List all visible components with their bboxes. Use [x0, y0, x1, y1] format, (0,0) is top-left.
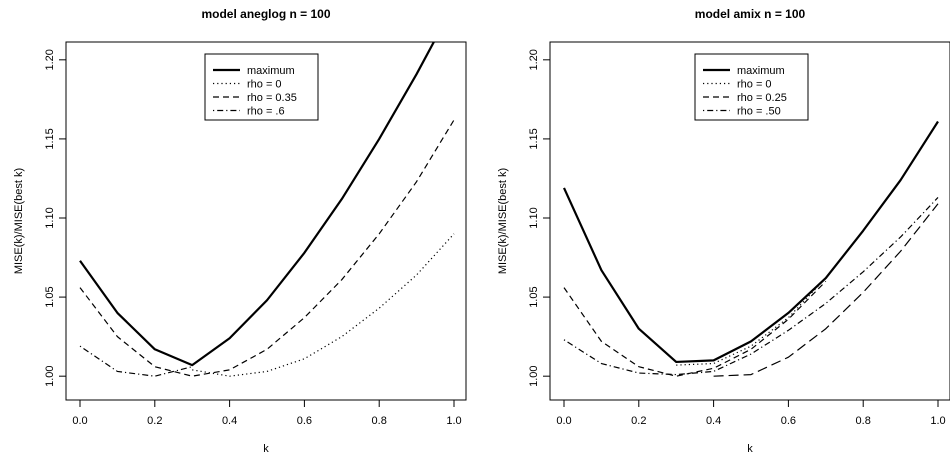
series-line-rho-50	[563, 197, 939, 376]
legend-box	[694, 53, 809, 121]
chart-title: model aneglog n = 100	[201, 7, 330, 21]
chart-panel-2: model amix n = 100 0.0 0.2 0.4 0.6 0.8 1.0 1.00…	[497, 7, 950, 455]
series-line-rho-0-35	[79, 119, 455, 377]
x-tick-label: 0.4	[222, 415, 237, 427]
legend-box	[204, 53, 319, 121]
legend-label: rho = 0	[247, 79, 282, 91]
plot-frame	[549, 41, 950, 401]
y-tick-label: 1.20	[44, 49, 56, 70]
legend-label: rho = 0.35	[247, 92, 297, 104]
y-axis-label: MISE(k)/MISE(best k)	[13, 168, 25, 274]
x-tick-label: 1.0	[930, 415, 945, 427]
x-tick-label: 0.0	[556, 415, 571, 427]
series-line-rho-6	[79, 345, 193, 377]
legend-label: rho = 0.25	[737, 92, 787, 104]
legend-label: rho = .6	[247, 106, 285, 118]
x-tick-label: 0.8	[856, 415, 871, 427]
legend-label: rho = .50	[737, 106, 781, 118]
y-tick-label: 1.00	[44, 365, 56, 386]
legend-label: maximum	[737, 65, 785, 77]
y-tick-label: 1.15	[528, 128, 540, 149]
series-line-unlabeled	[713, 203, 939, 377]
series-line-maximum	[79, 42, 436, 367]
y-tick-label: 1.05	[44, 286, 56, 307]
series-line-maximum	[562, 120, 939, 364]
chart-title: model amix n = 100	[695, 7, 806, 21]
y-tick-label: 1.10	[44, 207, 56, 228]
x-tick-label: 0.0	[72, 415, 87, 427]
series-line-rho-0	[676, 277, 827, 366]
y-tick-label: 1.00	[528, 365, 540, 386]
x-tick-label: 1.0	[446, 415, 461, 427]
y-tick-label: 1.10	[528, 207, 540, 228]
chart-panel-1: model aneglog n = 100 0.0 0.2 0.4 0.6 0.8 1.0 1…	[13, 7, 467, 455]
x-tick-label: 0.6	[781, 415, 796, 427]
x-tick-label: 0.2	[631, 415, 646, 427]
y-tick-label: 1.05	[528, 286, 540, 307]
legend-label: maximum	[247, 65, 295, 77]
x-tick-label: 0.2	[147, 415, 162, 427]
plot-frame	[65, 41, 467, 401]
x-axis-label: k	[747, 443, 753, 455]
y-tick-label: 1.15	[44, 128, 56, 149]
legend-label: rho = 0	[737, 79, 772, 91]
x-tick-label: 0.4	[706, 415, 721, 427]
x-tick-label: 0.8	[372, 415, 387, 427]
y-tick-label: 1.20	[528, 49, 540, 70]
x-axis-label: k	[263, 443, 269, 455]
x-tick-label: 0.6	[297, 415, 312, 427]
y-axis-label: MISE(k)/MISE(best k)	[497, 168, 509, 274]
series-line-rho-0-25	[563, 280, 827, 377]
series-line-rho-0	[192, 233, 455, 377]
